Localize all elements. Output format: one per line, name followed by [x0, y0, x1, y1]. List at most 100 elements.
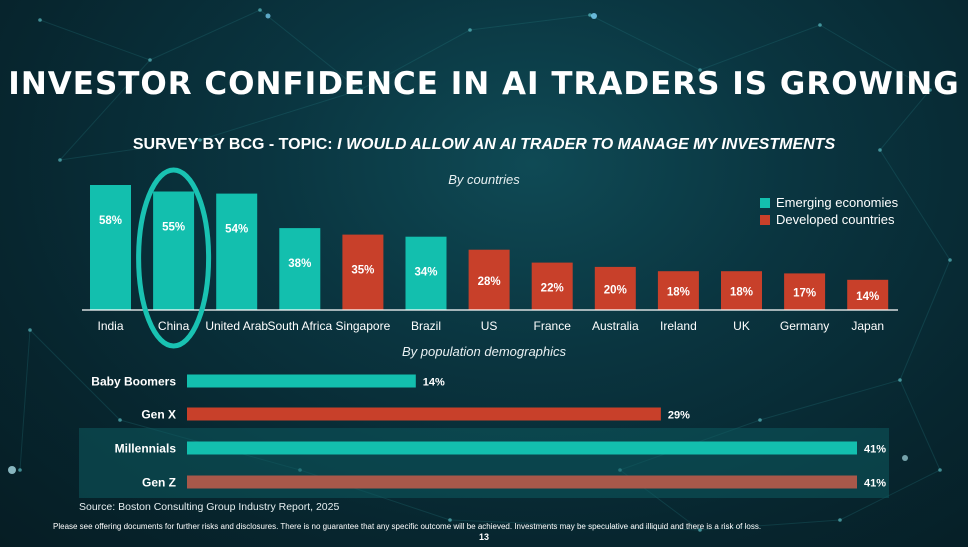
country-bar: [594, 266, 636, 310]
legend-item-developed: Developed countries: [760, 211, 898, 228]
network-line: [759, 379, 901, 421]
country-bar: [847, 279, 889, 310]
network-line: [699, 24, 821, 71]
country-bar: [405, 236, 447, 310]
network-line: [899, 379, 941, 471]
network-node: [948, 258, 952, 262]
country-category-label: France: [534, 319, 572, 333]
country-value-label: 58%: [99, 215, 122, 227]
country-value-label: 38%: [288, 258, 311, 270]
page-title: INVESTOR CONFIDENCE IN AI TRADERS IS GRO…: [8, 66, 960, 102]
subtitle-topic: I WOULD ALLOW AN AI TRADER TO MANAGE MY …: [337, 136, 836, 153]
network-node: [18, 468, 22, 472]
network-node: [938, 468, 942, 472]
country-category-label: Germany: [780, 319, 829, 333]
demographic-value-label: 29%: [668, 410, 690, 422]
highlight-ring-china: [136, 167, 212, 349]
demographic-value-label: 14%: [423, 377, 445, 389]
legend-label-developed: Developed countries: [776, 212, 895, 227]
chart-legend: Emerging economies Developed countries: [760, 194, 898, 228]
network-node: [818, 23, 822, 27]
country-category-label: Australia: [592, 319, 639, 333]
network-node: [698, 528, 702, 532]
network-line: [469, 14, 591, 31]
country-bar: [784, 273, 826, 310]
country-category-label: Brazil: [411, 319, 441, 333]
network-line: [819, 24, 931, 91]
network-node: [588, 13, 592, 17]
network-node: [838, 518, 842, 522]
sparkle-dot: [265, 13, 271, 19]
countries-caption: By countries: [448, 172, 520, 187]
network-line: [59, 139, 201, 161]
sparkle-dot: [902, 455, 908, 461]
network-node: [698, 68, 702, 72]
country-category-label: India: [97, 319, 123, 333]
legend-label-emerging: Emerging economies: [776, 195, 899, 210]
network-line: [259, 9, 361, 91]
country-value-label: 34%: [414, 267, 437, 279]
country-value-label: 18%: [730, 287, 753, 299]
network-node: [118, 418, 122, 422]
country-value-label: 22%: [541, 282, 564, 294]
country-value-label: 55%: [162, 222, 185, 234]
country-category-label: United Arab: [205, 319, 268, 333]
country-category-label: South Africa: [267, 319, 332, 333]
network-node: [758, 418, 762, 422]
country-category-label: Japan: [851, 319, 884, 333]
demographic-bar: [187, 475, 857, 489]
disclaimer-text: Please see offering documents for furthe…: [53, 522, 762, 531]
legend-swatch-emerging: [760, 197, 770, 208]
country-category-label: Ireland: [660, 319, 697, 333]
country-category-label: China: [158, 319, 190, 333]
country-bar: [468, 249, 510, 310]
sparkle-dot: [591, 13, 597, 19]
country-value-label: 17%: [793, 288, 816, 300]
subtitle-prefix: SURVEY BY BCG - TOPIC:: [132, 136, 338, 153]
country-value-label: 35%: [351, 265, 374, 277]
network-node: [28, 328, 32, 332]
country-bar: [531, 262, 573, 310]
demographic-category-label: Millennials: [115, 442, 177, 456]
network-line: [899, 259, 951, 381]
legend-swatch-developed: [760, 214, 770, 225]
network-line: [29, 329, 121, 421]
network-line: [149, 9, 261, 61]
network-line: [59, 59, 151, 161]
country-category-label: Singapore: [336, 319, 391, 333]
demographic-category-label: Baby Boomers: [91, 375, 176, 389]
network-node: [358, 88, 362, 92]
page-number: 13: [478, 532, 489, 542]
network-node: [198, 138, 202, 142]
network-line: [199, 89, 361, 141]
network-line: [449, 519, 701, 531]
country-value-label: 54%: [225, 224, 248, 236]
country-bar: [153, 191, 195, 310]
network-node: [448, 518, 452, 522]
network-line: [359, 29, 471, 91]
network-node: [878, 148, 882, 152]
country-bar: [216, 193, 258, 310]
demographic-value-label: 41%: [864, 444, 886, 456]
network-line: [19, 329, 31, 471]
network-node: [58, 158, 62, 162]
country-value-label: 20%: [604, 284, 627, 296]
demographic-value-label: 41%: [864, 478, 886, 490]
country-bar: [90, 185, 131, 310]
country-category-label: UK: [733, 319, 750, 333]
network-line: [699, 519, 841, 531]
country-category-label: US: [481, 319, 498, 333]
demographic-bar: [187, 374, 416, 388]
demographic-category-label: Gen X: [141, 408, 176, 422]
demographic-bar: [187, 441, 857, 455]
country-bar: [279, 228, 321, 310]
country-bar: [657, 271, 699, 310]
country-value-label: 18%: [667, 287, 690, 299]
network-node: [468, 28, 472, 32]
country-value-label: 14%: [856, 291, 879, 303]
demographic-category-label: Gen Z: [142, 476, 176, 490]
network-line: [39, 19, 151, 61]
network-node: [38, 18, 42, 22]
